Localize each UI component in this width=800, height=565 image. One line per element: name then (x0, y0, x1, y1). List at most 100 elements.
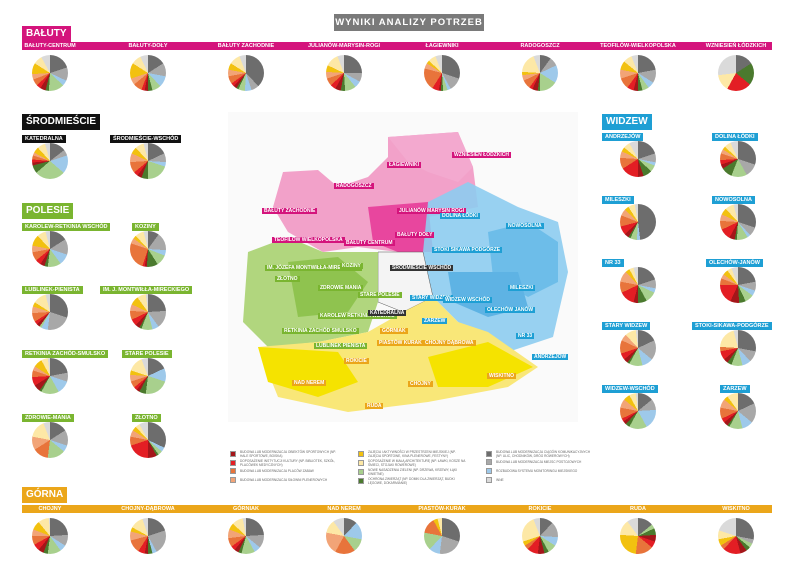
district-label-piasto-w-kurak: PIASTÓW-KURAK (418, 506, 466, 512)
map-label-ba-uty-do-y: BAŁUTY DOŁY (395, 232, 435, 238)
legend-item: BUDOWA LUB MODERNIZACJA PLACÓW ZABAW (230, 468, 340, 474)
legend-label: DOPOSAŻENIE INSTYTUCJI KULTURY (NP. BIBL… (240, 459, 336, 467)
district-label-stare-polesie: STARE POLESIE (122, 350, 172, 358)
page-title: WYNIKI ANALIZY POTRZEB (334, 14, 484, 31)
legend-item: ZAJĘCIA I AKTYWNOŚCI W PRZESTRZENI MIEJS… (358, 450, 468, 458)
legend-swatch (230, 468, 236, 474)
map-label-ruda: RUDA (365, 403, 384, 409)
pie-chart-zarzew (720, 393, 756, 429)
district-label-widzew-wscho-d: WIDZEW-WSCHÓD (602, 385, 658, 393)
pie-chart-koziny (130, 231, 166, 267)
district-label-agiewniki: ŁAGIEWNIKI (425, 43, 459, 49)
map-label-stoki-sikawa-podgo-rze: STOKI SIKAWA PODGÓRZE (432, 247, 503, 253)
map-label-s-rodmies-cie-wscho-d: ŚRODMIEŚCIE WSCHÓD (390, 265, 454, 271)
map-label-z-otno: ZŁOTNO (275, 276, 300, 282)
pie-chart-ba-uty-centrum (32, 55, 68, 91)
legend-swatch (358, 469, 364, 475)
pie-chart-nr-33 (620, 267, 656, 303)
district-label-ba-uty-centrum: BAŁUTY-CENTRUM (24, 43, 76, 49)
legend-label: ZAJĘCIA I AKTYWNOŚCI W PRZESTRZENI MIEJS… (368, 450, 456, 458)
district-label-rokicie: ROKICIE (528, 506, 552, 512)
map-label-stary-widzew: STARY WIDZEW (410, 295, 453, 301)
legend-item: BUDOWA LUB MODERNIZACJA SIŁOWNI PLENEROW… (230, 477, 340, 483)
map-label-piasto-w-kurak: PIASTÓW KURAK (377, 340, 424, 346)
district-label-radogoszcz: RADOGOSZCZ (520, 43, 560, 49)
legend-swatch (486, 459, 492, 465)
pie-chart-rokicie (522, 518, 558, 554)
map-label-teofilo-w-wielkopolska: TEOFILÓW WIELKOPOLSKA (272, 237, 345, 243)
pie-chart-wzniesien-o-dzkich (718, 55, 754, 91)
legend-item: NOWE NASADZENIA ZIELENI (NP. DRZEWA, KRZ… (358, 468, 468, 476)
district-label-im-j-montwi-a-mireckiego: IM. J. MONTWIŁŁA-MIRECKIEGO (100, 286, 193, 294)
pie-chart-stoki-sikawa-podgo-rze (720, 330, 756, 366)
band-gorna (22, 505, 772, 513)
legend-label: OCHRONA ZWIERZĄT (NP. DOMKI DLA ZWIERZĄT… (368, 477, 455, 485)
legend-swatch (486, 468, 492, 474)
map-label-juliano-w-marysin-rogi: JULIANÓW MARYSIN ROGI (397, 208, 467, 214)
legend-item: BUDOWA LUB MODERNIZACJA CIĄGÓW KOMUNIKAC… (486, 450, 596, 458)
pie-chart-dolina-o-dki (720, 141, 756, 177)
legend-swatch (358, 460, 364, 466)
pie-chart-stare-polesie (130, 358, 166, 394)
map-label-rokicie: ROKICIE (344, 358, 369, 364)
pie-chart-agiewniki (424, 55, 460, 91)
map-label-stare-polesie: STARE POLESIE (358, 292, 402, 298)
district-label-nowosolna: NOWOSOLNA (712, 196, 755, 204)
pie-chart-mileszki (620, 204, 656, 240)
map-label-lublinek-pienista: LUBLINEK PIENISTA (314, 343, 368, 349)
legend-label: NOWE NASADZENIA ZIELENI (NP. DRZEWA, KRZ… (368, 468, 458, 476)
legend-item: ROZBUDOWA SYSTEMU MONITORINGU MIEJSKIEGO (486, 468, 596, 474)
pie-chart-katedralna (32, 143, 68, 179)
district-label-ba-uty-zachodnie: BAŁUTY ZACHODNIE (217, 43, 275, 49)
map-label-chojny: CHOJNY (408, 381, 433, 387)
legend-item: BUDOWA LUB MODERNIZACJA OBIEKTÓW SPORTOW… (230, 450, 340, 458)
district-label-teofilo-w-wielkopolska: TEOFILÓW-WIELKOPOLSKA (600, 43, 676, 49)
district-label-zarzew: ZARZEW (720, 385, 750, 393)
pie-chart-z-otno (130, 422, 166, 458)
map-label-nad-nerem: NAD NEREM (292, 380, 327, 386)
map-label-go-rniak: GÓRNIAK (380, 328, 408, 334)
pie-chart-go-rniak (228, 518, 264, 554)
district-label-s-rodmies-cie-wscho-d: ŚRODMIEŚCIE-WSCHÓD (110, 135, 182, 143)
legend-label: DOPOSAŻENIE W MAŁĄ ARCHITEKTURĘ (NP. ŁAW… (368, 459, 466, 467)
legend-swatch (230, 477, 236, 483)
legend-swatch (230, 460, 236, 466)
legend-label: BUDOWA LUB MODERNIZACJA PLACÓW ZABAW (240, 469, 314, 473)
pie-chart-retkinia-zacho-d-smulsko (32, 358, 68, 394)
map-label-agiewniki: ŁAGIEWNIKI (387, 162, 421, 168)
pie-chart-chojny (32, 518, 68, 554)
legend-item: BUDOWA LUB MODERNIZACJA MIEJSC POSTOJOWY… (486, 459, 596, 465)
pie-chart-radogoszcz (522, 55, 558, 91)
district-label-zdrowie-mania: ZDROWIE-MANIA (22, 414, 74, 422)
pie-chart-karolew-retkinia-wscho-d (32, 231, 68, 267)
district-label-karolew-retkinia-wscho-d: KAROLEW-RETKINIA WSCHÓD (22, 223, 111, 231)
legend-swatch (358, 478, 364, 484)
map-label-wzniesien-o-dzkich: WZNIESIEŃ ŁÓDZKICH (452, 152, 511, 158)
district-label-chojny-da-browa: CHOJNY-DĄBROWA (121, 506, 175, 512)
map-label-widzew-wscho-d: WIDZEW WSCHÓD (443, 297, 492, 303)
pie-chart-wiskitno (718, 518, 754, 554)
district-label-wzniesien-o-dzkich: WZNIESIEŃ ŁÓDZKICH (705, 43, 767, 49)
map-label-ba-uty-centrum: BAŁUTY CENTRUM (344, 240, 395, 246)
pie-chart-ba-uty-do-y (130, 55, 166, 91)
pie-chart-stary-widzew (620, 330, 656, 366)
district-label-stary-widzew: STARY WIDZEW (602, 322, 651, 330)
section-header-gorna: GÓRNA (22, 487, 68, 503)
district-label-chojny: CHOJNY (38, 506, 62, 512)
pie-chart-im-j-montwi-a-mireckiego (130, 294, 166, 330)
district-label-ba-uty-do-y: BAŁUTY-DOŁY (128, 43, 168, 49)
legend-label: ROZBUDOWA SYSTEMU MONITORINGU MIEJSKIEGO (496, 469, 578, 473)
map-label-koziny: KOZINY (340, 263, 363, 269)
pie-chart-nowosolna (720, 204, 756, 240)
legend-label: BUDOWA LUB MODERNIZACJA MIEJSC POSTOJOWY… (496, 460, 582, 464)
map-label-andrzejo-w: ANDRZEJÓW (532, 354, 569, 360)
district-label-lublinek-pienista: LUBLINEK-PIENISTA (22, 286, 83, 294)
pie-chart-juliano-w-marysin-rogi (326, 55, 362, 91)
map-label-zarzew: ZARZEW (422, 318, 448, 324)
legend-swatch (486, 477, 492, 483)
legend-label: INNE (496, 478, 504, 482)
district-label-mileszki: MILESZKI (602, 196, 634, 204)
district-label-nad-nerem: NAD NEREM (327, 506, 361, 512)
district-label-ruda: RUDA (630, 506, 646, 512)
pie-chart-nad-nerem (326, 518, 362, 554)
